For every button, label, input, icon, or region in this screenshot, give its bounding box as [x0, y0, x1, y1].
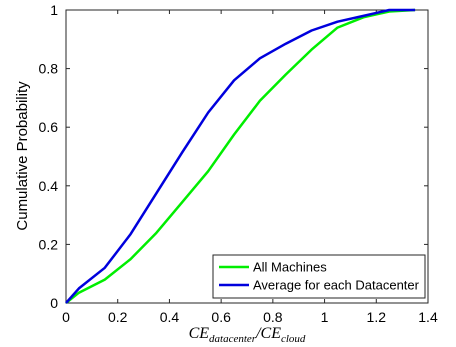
x-tick-label: 0	[62, 309, 70, 325]
y-axis: 0 0.2 0.4 0.6 0.8 1	[39, 2, 428, 311]
y-tick-label: 0.2	[39, 236, 59, 252]
x-axis-label: CEdatacenter/CEcloud	[189, 325, 306, 345]
x-tick-label: 1.2	[367, 309, 387, 325]
legend: All Machines Average for each Datacenter	[212, 254, 426, 299]
series-line-0	[65, 8, 416, 304]
x-tick-label: 0.6	[211, 309, 231, 325]
y-axis-label: Cumulative Probability	[14, 81, 31, 231]
y-tick-label: 0.4	[39, 178, 59, 194]
x-tick-label: 0.2	[108, 309, 128, 325]
series-line-1	[65, 8, 416, 304]
x-tick-label: 0.4	[160, 309, 180, 325]
x-tick-label: 1.4	[418, 309, 438, 325]
plot-area	[65, 9, 429, 304]
x-tick-label: 1	[321, 309, 329, 325]
series-lines	[65, 8, 416, 304]
legend-box	[212, 254, 426, 299]
legend-label-all-machines: All Machines	[253, 260, 327, 275]
y-tick-label: 0.8	[39, 61, 59, 77]
y-tick-label: 1	[50, 2, 58, 18]
legend-label-average-datacenter: Average for each Datacenter	[253, 278, 420, 293]
y-tick-label: 0.6	[39, 119, 59, 135]
x-axis: 0 0.2 0.4 0.6 0.8 1 1.2 1.4	[62, 10, 438, 325]
y-tick-label: 0	[50, 295, 58, 311]
x-tick-label: 0.8	[263, 309, 283, 325]
